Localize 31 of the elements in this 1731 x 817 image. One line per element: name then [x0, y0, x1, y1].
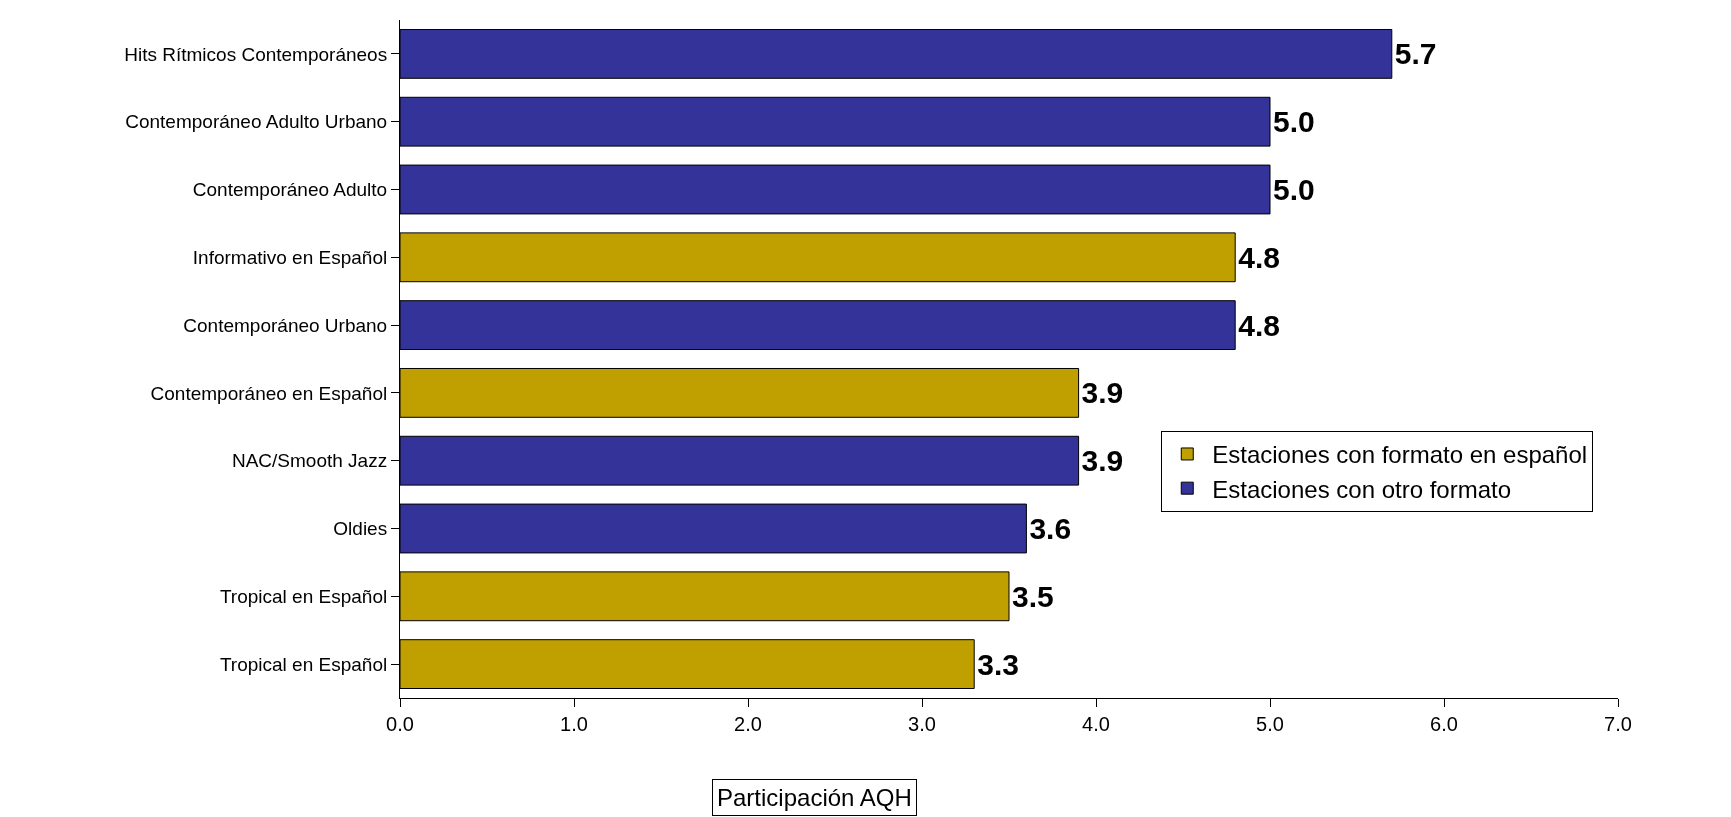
y-tick-label: Tropical en Español: [219, 585, 388, 607]
x-tick-label: 1.0: [560, 713, 588, 735]
data-label: 5.7: [1394, 37, 1437, 71]
y-tick-label: Contemporáneo Adulto Urbano: [125, 111, 388, 133]
data-label: 3.9: [1081, 376, 1124, 410]
y-tick-label: Informativo en Español: [192, 246, 388, 268]
y-tick-label: Contemporáneo en Español: [150, 382, 388, 404]
data-label: 3.9: [1081, 444, 1124, 478]
data-label: 4.8: [1238, 308, 1280, 342]
data-label: 5.0: [1273, 173, 1315, 206]
x-axis-title: Participación AQH: [717, 784, 912, 811]
legend-label: Estaciones con formato en español: [1212, 441, 1588, 469]
y-tick-label: Tropical en Español: [219, 653, 388, 675]
y-tick-label: Oldies: [333, 518, 388, 540]
y-tick-label: NAC/Smooth Jazz: [231, 450, 388, 472]
x-tick-label: 0.0: [386, 713, 414, 735]
data-label: 5.0: [1273, 105, 1315, 139]
x-tick-label: 7.0: [1604, 713, 1632, 735]
x-tick-label: 3.0: [908, 713, 936, 735]
x-tick-label: 4.0: [1082, 713, 1110, 735]
data-label: 4.8: [1238, 240, 1280, 274]
data-label: 3.5: [1012, 579, 1054, 613]
y-tick-label: Contemporáneo Urbano: [183, 314, 388, 336]
x-tick-label: 6.0: [1430, 713, 1458, 735]
data-label: 3.6: [1029, 512, 1072, 545]
legend-label: Estaciones con otro formato: [1212, 475, 1512, 503]
y-tick-label: Hits Rítmicos Contemporáneos: [124, 43, 388, 65]
y-tick-label: Contemporáneo Adulto: [192, 179, 388, 201]
data-label: 3.3: [977, 647, 1019, 681]
x-tick-label: 2.0: [734, 713, 762, 735]
x-tick-label: 5.0: [1256, 713, 1284, 735]
